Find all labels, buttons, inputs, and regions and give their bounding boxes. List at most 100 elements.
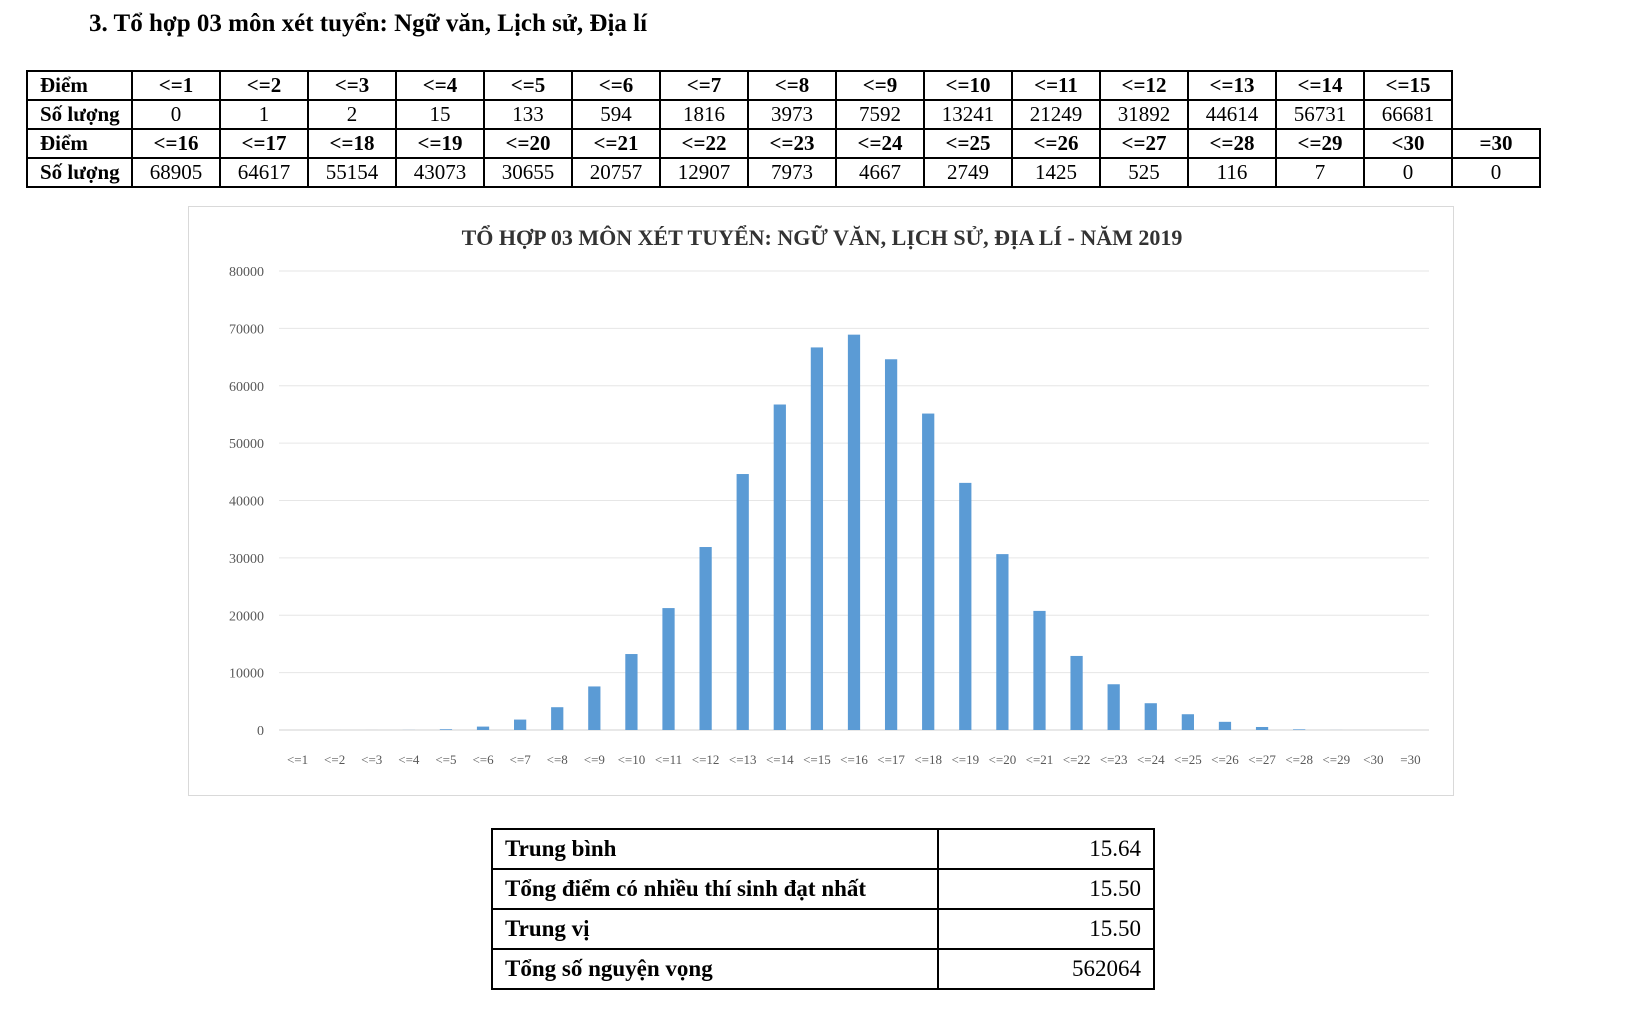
count-cell: 7973 [747, 157, 837, 188]
stats-row: Trung vị 15.50 [491, 908, 1155, 950]
count-cell: 2749 [923, 157, 1013, 188]
empty-cell [1452, 71, 1540, 100]
bar [736, 474, 749, 730]
chart-container: TỔ HỢP 03 MÔN XÉT TUYỂN: NGỮ VĂN, LỊCH S… [188, 206, 1454, 796]
x-tick-label: <=15 [803, 752, 831, 767]
x-tick-label: <=8 [547, 752, 568, 767]
count-cell: 525 [1099, 157, 1189, 188]
bar-chart: TỔ HỢP 03 MÔN XÉT TUYỂN: NGỮ VĂN, LỊCH S… [229, 225, 1429, 767]
x-tick-label: <=10 [618, 752, 646, 767]
count-cell: 3973 [747, 99, 837, 130]
stat-label: Trung vị [491, 908, 939, 950]
x-tick-label: <=1 [287, 752, 308, 767]
count-row-2: Số lượng 68905 64617 55154 43073 30655 20757 12… [26, 157, 1541, 188]
count-cell: 21249 [1011, 99, 1101, 130]
score-bin-cell: <=28 [1187, 128, 1277, 159]
x-tick-label: <=12 [692, 752, 720, 767]
row-label: Điểm [26, 128, 133, 159]
bar [1070, 655, 1083, 730]
x-tick-label: <=24 [1137, 752, 1165, 767]
bar [1033, 610, 1046, 730]
y-tick-label: 50000 [229, 437, 264, 452]
score-bin-cell: =30 [1451, 128, 1541, 159]
count-cell: 7592 [835, 99, 925, 130]
score-bin-cell: <=23 [747, 128, 837, 159]
count-cell: 1816 [659, 99, 749, 130]
score-row-1: Điểm <=1 <=2 <=3 <=4 <=5 <=6 <=7 <=8 <=9 <=10 <=11 <… [26, 70, 1540, 101]
bar [625, 654, 638, 730]
x-tick-label: <=9 [584, 752, 605, 767]
x-tick-label: <=3 [361, 752, 382, 767]
score-bin-cell: <30 [1363, 128, 1453, 159]
bar [439, 729, 453, 730]
x-tick-label: <=17 [877, 752, 905, 767]
bar [922, 413, 935, 730]
count-cell: 64617 [219, 157, 309, 188]
x-tick-label: <30 [1363, 752, 1383, 767]
score-bin-cell: <=15 [1363, 70, 1453, 101]
count-cell: 30655 [483, 157, 573, 188]
x-tick-label: <=7 [510, 752, 532, 767]
y-tick-label: 0 [257, 724, 264, 739]
score-bin-cell: <=3 [307, 70, 397, 101]
count-cell: 133 [483, 99, 573, 130]
stats-row: Trung bình 15.64 [491, 828, 1155, 870]
y-tick-label: 70000 [229, 322, 264, 337]
stats-row: Tổng số nguyện vọng 562064 [491, 948, 1155, 990]
count-cell: 44614 [1187, 99, 1277, 130]
x-tick-label: <=21 [1026, 752, 1054, 767]
bar [773, 404, 786, 730]
x-tick-label: <=20 [989, 752, 1017, 767]
y-tick-label: 60000 [229, 380, 264, 395]
bar [1293, 729, 1306, 730]
x-tick-label: <=25 [1174, 752, 1202, 767]
count-cell: 2 [307, 99, 397, 130]
count-cell: 1 [219, 99, 309, 130]
x-tick-label: <=19 [951, 752, 979, 767]
row-label: Điểm [26, 70, 133, 101]
score-bin-cell: <=17 [219, 128, 309, 159]
chart-title: TỔ HỢP 03 MÔN XÉT TUYỂN: NGỮ VĂN, LỊCH S… [462, 225, 1183, 250]
count-cell: 594 [571, 99, 661, 130]
count-cell: 1425 [1011, 157, 1101, 188]
count-cell: 66681 [1363, 99, 1453, 130]
stat-value: 15.64 [937, 828, 1155, 870]
stat-label: Tổng điểm có nhiều thí sinh đạt nhất [491, 868, 939, 910]
score-bin-cell: <=8 [747, 70, 837, 101]
count-cell: 0 [1363, 157, 1453, 188]
bar [514, 719, 527, 730]
stat-value: 562064 [937, 948, 1155, 990]
count-cell: 56731 [1275, 99, 1365, 130]
x-tick-label: =30 [1400, 752, 1420, 767]
row-label: Số lượng [26, 157, 133, 188]
score-bin-cell: <=13 [1187, 70, 1277, 101]
count-cell: 31892 [1099, 99, 1189, 130]
score-bin-cell: <=25 [923, 128, 1013, 159]
y-tick-label: 10000 [229, 667, 264, 682]
score-bin-cell: <=5 [483, 70, 573, 101]
score-bin-cell: <=22 [659, 128, 749, 159]
x-tick-label: <=23 [1100, 752, 1128, 767]
count-cell: 55154 [307, 157, 397, 188]
stat-label: Trung bình [491, 828, 939, 870]
score-bin-cell: <=26 [1011, 128, 1101, 159]
x-tick-label: <=11 [655, 752, 682, 767]
bar [1255, 726, 1269, 730]
count-cell: 0 [131, 99, 221, 130]
stat-value: 15.50 [937, 908, 1155, 950]
y-tick-label: 80000 [229, 265, 264, 280]
score-bin-cell: <=21 [571, 128, 661, 159]
x-tick-label: <=16 [840, 752, 868, 767]
bar [476, 726, 490, 730]
empty-cell [1452, 100, 1540, 129]
count-cell: 12907 [659, 157, 749, 188]
x-tick-label: <=2 [324, 752, 345, 767]
x-tick-label: <=28 [1285, 752, 1313, 767]
bar [810, 347, 824, 730]
y-tick-label: 40000 [229, 495, 264, 510]
row-label: Số lượng [26, 99, 133, 130]
bar [996, 554, 1009, 730]
count-cell: 116 [1187, 157, 1277, 188]
score-bin-cell: <=1 [131, 70, 221, 101]
count-cell: 0 [1451, 157, 1541, 188]
